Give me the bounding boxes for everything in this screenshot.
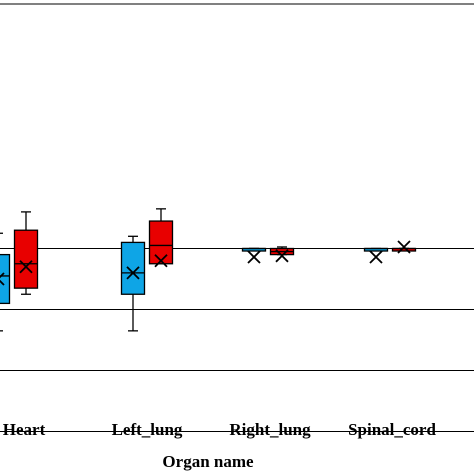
box-right_lung-series-1 xyxy=(241,247,267,264)
box-body xyxy=(148,220,174,265)
x-axis-title: Organ name xyxy=(162,452,254,471)
mean-marker xyxy=(19,260,33,274)
box-heart-series-1 xyxy=(0,232,11,332)
box-body xyxy=(0,253,11,305)
box-body xyxy=(13,229,39,289)
box-body xyxy=(120,241,146,295)
mean-marker xyxy=(397,240,411,254)
category-label-left_lung: Left_lung xyxy=(112,420,183,439)
box-right_lung-series-2 xyxy=(269,246,295,263)
mean-marker xyxy=(369,250,383,264)
box-left_lung-series-2 xyxy=(148,208,174,268)
category-tick-labels: Heart Left_lung Right_lung Spinal_cord xyxy=(3,420,437,439)
mean-marker xyxy=(247,250,261,264)
mean-marker xyxy=(126,266,140,280)
box-heart-series-2 xyxy=(13,211,39,295)
box-left_lung-series-1 xyxy=(120,235,146,332)
mean-marker xyxy=(0,272,5,286)
box-spinal_cord-series-1 xyxy=(363,247,389,264)
mean-marker xyxy=(154,254,168,268)
mean-marker xyxy=(275,249,289,263)
category-label-heart: Heart xyxy=(3,420,46,439)
category-label-right_lung: Right_lung xyxy=(229,420,311,439)
category-label-spinal_cord: Spinal_cord xyxy=(348,420,436,439)
box-spinal_cord-series-2 xyxy=(391,240,417,254)
box-series xyxy=(0,208,417,332)
gridlines xyxy=(0,3,474,432)
